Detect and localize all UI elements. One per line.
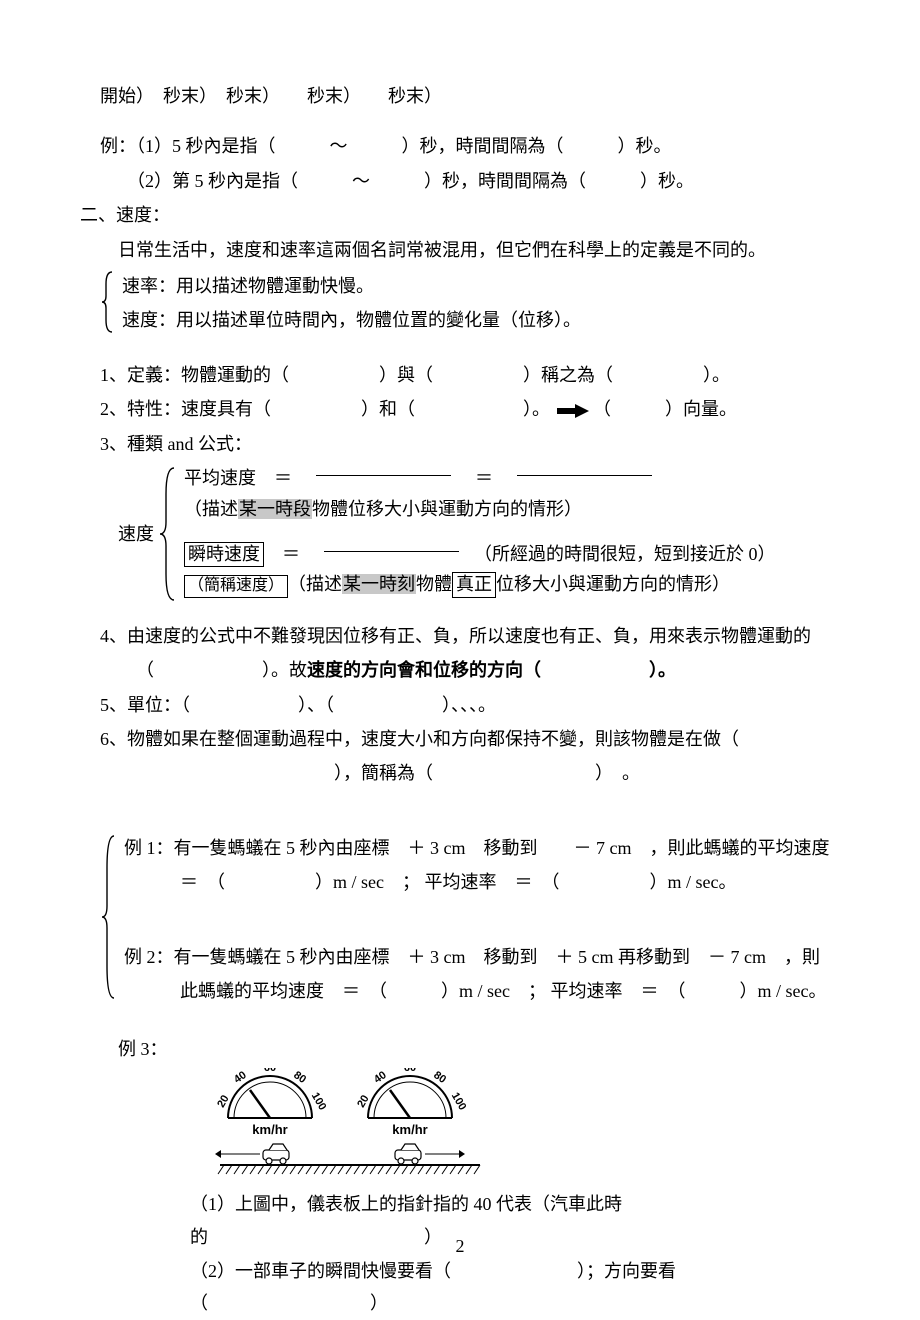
svg-text:60: 60 <box>264 1068 276 1074</box>
point-5: 5、單位：（ ）、（ ）、、、。 <box>100 689 840 721</box>
fraction-line <box>316 475 451 476</box>
inst-velocity-eq: 瞬時速度 ＝ （所經過的時間很短，短到接近於 0） <box>184 540 776 569</box>
inst-velocity-box: 瞬時速度 <box>184 542 264 567</box>
two-cars-speedometers: 20 40 60 80 100 km/hr 20 40 60 80 <box>210 1068 490 1178</box>
curly-brace-icon <box>100 832 118 1002</box>
inst-desc-box: 真正 <box>452 572 496 597</box>
curly-brace-icon <box>100 270 116 334</box>
svg-text:60: 60 <box>404 1068 416 1074</box>
velocity-types-bracket: 速度 平均速度 ＝ ＝ （描述某一時段物體位移大小與運動方向的情形） 瞬時速度 … <box>100 464 840 604</box>
avg-desc-highlight: 某一時段 <box>238 499 312 519</box>
section-2-title: 二、速度： <box>80 199 840 231</box>
avg-eq-prefix: 平均速度 ＝ <box>184 468 310 488</box>
inst-desc-a: （描述 <box>288 574 342 594</box>
avg-desc-b: 物體位移大小與運動方向的情形） <box>312 499 582 519</box>
velocity-def: 速度：用以描述單位時間內，物體位置的變化量（位移）。 <box>122 304 581 336</box>
def-1: 1、定義：物體運動的（ ）與（ ）稱之為（ ）。 <box>100 359 840 391</box>
avg-desc-a: （描述 <box>184 499 238 519</box>
example-3-label: 例 3： <box>118 1039 168 1059</box>
top-labels: 開始） 秒末） 秒末） 秒末） 秒末） <box>100 80 840 112</box>
arrow-right-icon <box>555 404 589 418</box>
inst-desc-c: 位移大小與運動方向的情形） <box>496 574 730 594</box>
example-3-q1: （1）上圖中，儀表板上的指針指的 40 代表（汽車此時的 ） <box>100 1188 840 1253</box>
point-4a: 4、由速度的公式中不難發現因位移有正、負，所以速度也有正、負，用來表示物體運動的 <box>100 620 840 652</box>
inst-desc-highlight: 某一時刻 <box>342 574 416 594</box>
velocity-label: 速度 <box>118 464 158 604</box>
rate-velocity-bracket: 速率：用以描述物體運動快慢。 速度：用以描述單位時間內，物體位置的變化量（位移）… <box>100 270 840 339</box>
inst-eq-prefix: ＝ <box>264 544 318 564</box>
example-3: 例 3： <box>100 1033 840 1065</box>
example-2-line: （2）第 5 秒內是指（ ～ ）秒，時間間隔為（ ）秒。 <box>100 165 840 197</box>
point-6a: 6、物體如果在整個運動過程中，速度大小和方向都保持不變，則該物體是在做（ <box>100 723 840 755</box>
avg-velocity-eq: 平均速度 ＝ ＝ <box>184 464 776 493</box>
example-1b: ＝ （ ）m / sec ； 平均速率 ＝ （ ）m / sec。 <box>124 866 829 898</box>
point-6b: ），簡稱為（ ） 。 <box>100 757 840 789</box>
fraction-line <box>517 475 652 476</box>
example-2a: 例 2：有一隻螞蟻在 5 秒內由座標 ＋ 3 cm 移動到 ＋ 5 cm 再移動… <box>124 941 829 973</box>
inst-velocity-desc: （簡稱速度）（描述某一時刻物體真正位移大小與運動方向的情形） <box>184 570 776 599</box>
avg-velocity-desc: （描述某一時段物體位移大小與運動方向的情形） <box>184 495 776 524</box>
example-1a: 例 1：有一隻螞蟻在 5 秒內由座標 ＋ 3 cm 移動到 － 7 cm ，則此… <box>124 832 829 864</box>
point-4b-a: （ ）。故 <box>136 660 307 680</box>
point-4b: （ ）。故速度的方向會和位移的方向（ ）。 <box>100 654 840 686</box>
inst-desc-b: 物體 <box>416 574 452 594</box>
def-2-b: （ ）向量。 <box>593 399 737 419</box>
svg-text:km/hr: km/hr <box>392 1122 427 1137</box>
def-2: 2、特性：速度具有（ ）和（ ）。 （ ）向量。 <box>100 393 840 425</box>
example-3-q2: （2）一部車子的瞬間快慢要看（ ）；方向要看（ ） <box>100 1255 840 1320</box>
svg-text:km/hr: km/hr <box>252 1122 287 1137</box>
rate-def: 速率：用以描述物體運動快慢。 <box>122 270 581 302</box>
examples-bracket: 例 1：有一隻螞蟻在 5 秒內由座標 ＋ 3 cm 移動到 － 7 cm ，則此… <box>100 832 840 1010</box>
example-1-line: 例：（1）5 秒內是指（ ～ ）秒，時間間隔為（ ）秒。 <box>100 130 840 162</box>
speedometer-diagram: 20 40 60 80 100 km/hr 20 40 60 80 <box>100 1068 840 1188</box>
inst-suffix: （所經過的時間很短，短到接近於 0） <box>465 544 776 564</box>
def-3: 3、種類 and 公式： <box>100 428 840 460</box>
avg-eq-mid: ＝ <box>457 468 511 488</box>
document-content: 開始） 秒末） 秒末） 秒末） 秒末） 例：（1）5 秒內是指（ ～ ）秒，時間… <box>100 80 840 1320</box>
inst-sub-box: （簡稱速度） <box>184 575 288 598</box>
curly-brace-icon <box>158 464 178 604</box>
fraction-line <box>324 551 459 552</box>
page-number: 2 <box>456 1230 465 1262</box>
point-4b-bold: 速度的方向會和位移的方向（ ）。 <box>307 660 676 680</box>
def-2-a: 2、特性：速度具有（ ）和（ ）。 <box>100 399 550 419</box>
example-2b: 此螞蟻的平均速度 ＝ （ ）m / sec ； 平均速率 ＝ （ ）m / se… <box>124 975 829 1007</box>
section-2-intro: 日常生活中，速度和速率這兩個名詞常被混用，但它們在科學上的定義是不同的。 <box>100 234 840 266</box>
